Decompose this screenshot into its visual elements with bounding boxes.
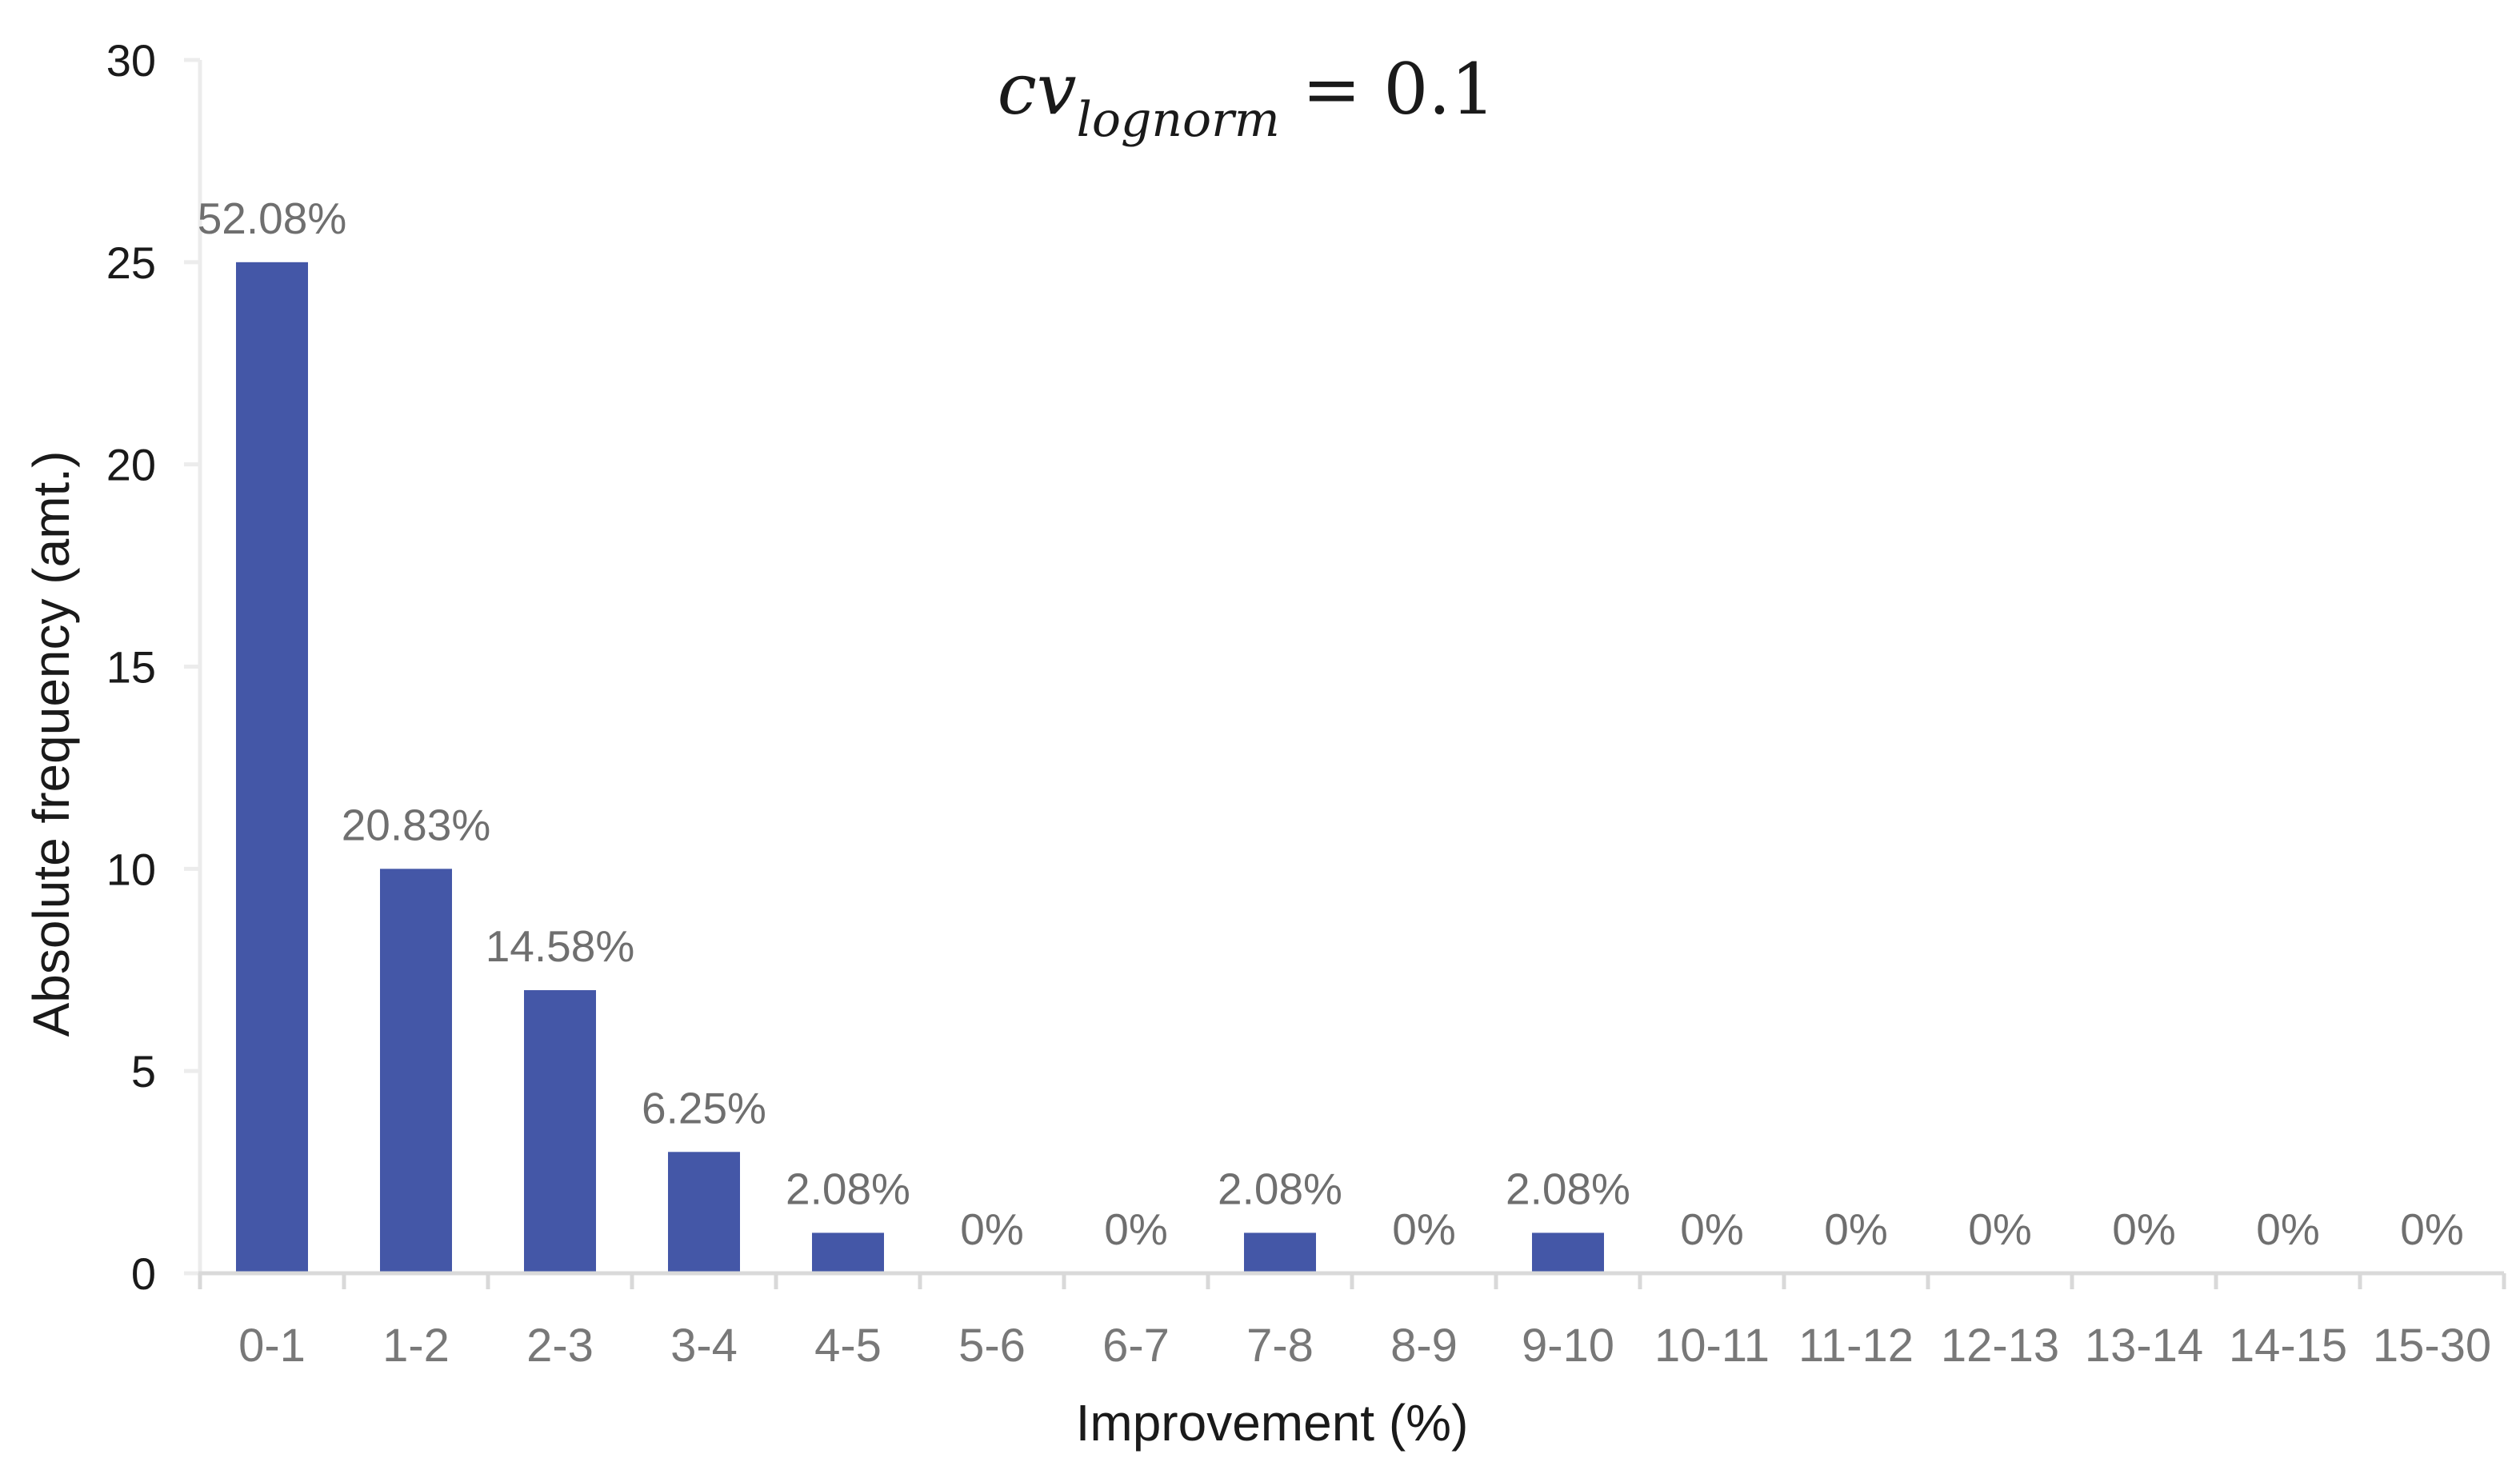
bar-data-label: 0% (1104, 1204, 1168, 1254)
bar (236, 262, 308, 1273)
x-tick-label: 2-3 (526, 1320, 594, 1372)
x-tick-label: 1-2 (382, 1320, 450, 1372)
x-tick-label: 5-6 (958, 1320, 1026, 1372)
x-tick-label: 12-13 (1941, 1320, 2059, 1372)
bar-data-label: 0% (960, 1204, 1024, 1254)
bar-data-label: 14.58% (486, 921, 635, 971)
bar-data-label: 2.08% (786, 1164, 910, 1213)
y-tick-label: 15 (106, 642, 156, 693)
bar-data-label: 0% (2112, 1204, 2176, 1254)
y-tick-label: 25 (106, 238, 156, 288)
x-tick-label: 3-4 (670, 1320, 738, 1372)
y-tick-label: 5 (131, 1046, 156, 1097)
bar-data-label: 52.08% (198, 194, 347, 243)
chart-title-equation: = 0.1 (1279, 48, 1496, 130)
bar (812, 1232, 884, 1273)
x-axis-title: Improvement (%) (1075, 1394, 1469, 1452)
bar (668, 1152, 740, 1273)
bar-data-label: 0% (1968, 1204, 2032, 1254)
bar-data-label: 0% (1392, 1204, 1456, 1254)
x-tick-label: 14-15 (2229, 1320, 2347, 1372)
x-tick-label: 9-10 (1522, 1320, 1614, 1372)
x-tick-label: 0-1 (238, 1320, 306, 1372)
y-tick-label: 10 (106, 844, 156, 894)
bar-data-label: 0% (2256, 1204, 2320, 1254)
bar-data-label: 0% (2400, 1204, 2464, 1254)
bar-data-label: 2.08% (1218, 1164, 1342, 1213)
x-tick-label: 10-11 (1654, 1320, 1770, 1372)
bar (524, 990, 596, 1273)
chart-title-variable: cv (997, 48, 1077, 130)
bar-data-label: 0% (1680, 1204, 1744, 1254)
x-tick-label: 4-5 (814, 1320, 882, 1372)
x-tick-label: 7-8 (1246, 1320, 1314, 1372)
x-tick-label: 13-14 (2085, 1320, 2203, 1372)
x-tick-label: 11-12 (1798, 1320, 1914, 1372)
y-axis-title: Absolute frequency (amt.) (22, 450, 80, 1037)
x-tick-label: 15-30 (2373, 1320, 2491, 1372)
x-tick-label: 6-7 (1102, 1320, 1170, 1372)
y-tick-label: 30 (106, 35, 156, 86)
bar-data-label: 2.08% (1506, 1164, 1630, 1213)
x-tick-label: 8-9 (1390, 1320, 1458, 1372)
y-tick-label: 20 (106, 440, 156, 490)
chart-title-subscript: lognorm (1076, 92, 1280, 148)
bar-data-label: 0% (1824, 1204, 1888, 1254)
chart-title: cvlognorm = 0.1 (998, 54, 1496, 145)
bar-data-label: 20.83% (342, 800, 491, 849)
y-tick-label: 0 (131, 1248, 156, 1299)
bar (1532, 1232, 1604, 1273)
bar (380, 869, 452, 1273)
bar (1244, 1232, 1316, 1273)
bar-data-label: 6.25% (642, 1083, 766, 1132)
